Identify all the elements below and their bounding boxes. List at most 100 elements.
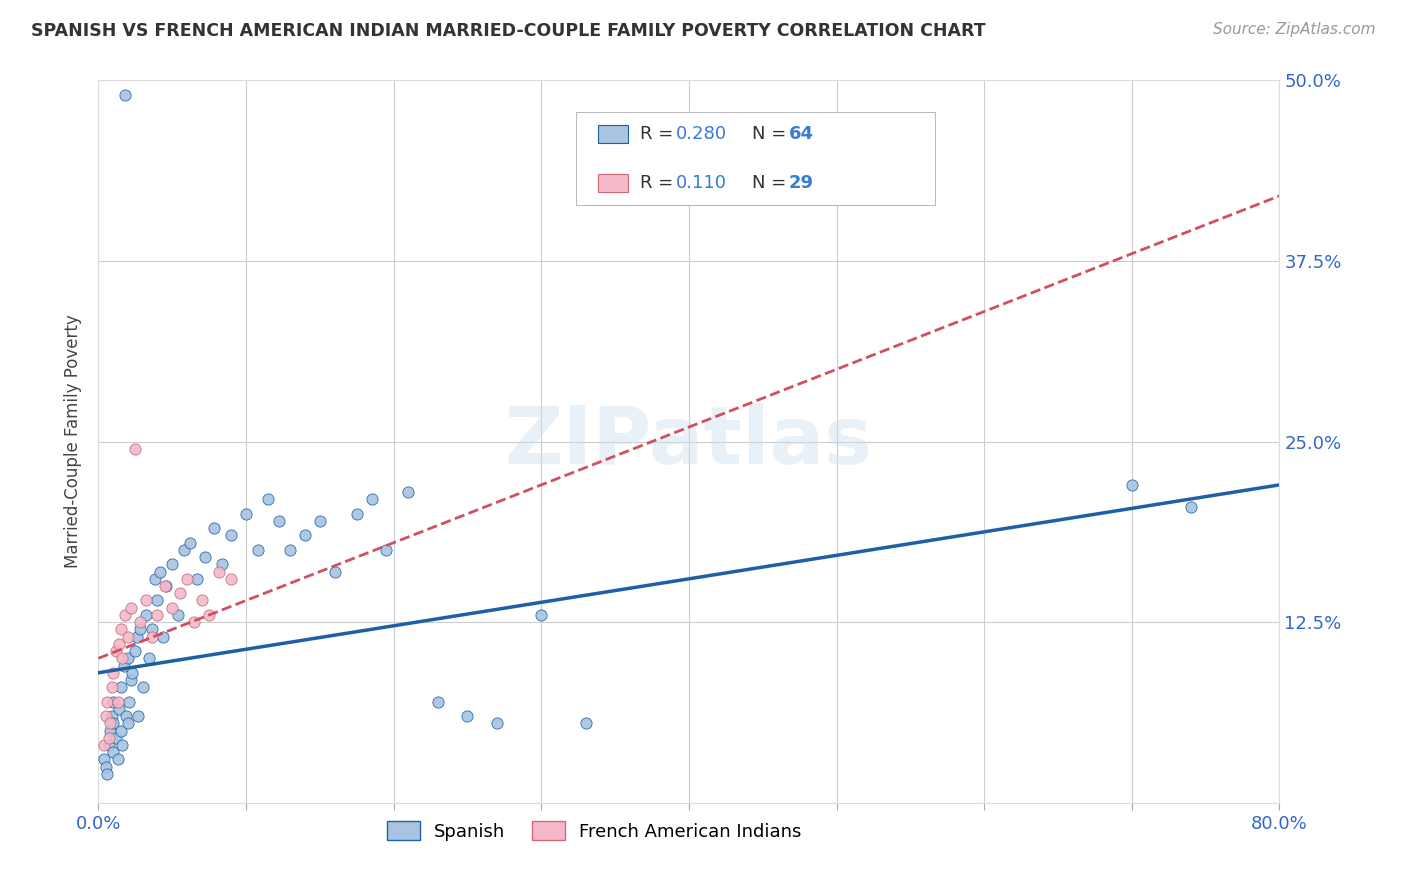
Point (346, 507, 368, 521)
Point (135, 593, 157, 607)
Point (138, 651, 160, 665)
Point (94, 709, 117, 723)
Point (121, 665, 143, 680)
Point (96, 767, 118, 781)
Point (110, 623, 132, 637)
Text: 29: 29 (789, 174, 814, 192)
Text: Source: ZipAtlas.com: Source: ZipAtlas.com (1212, 22, 1375, 37)
Text: 0.280: 0.280 (676, 125, 727, 143)
Point (149, 565, 172, 579)
Point (128, 615, 150, 630)
Point (202, 521, 225, 535)
Point (146, 607, 169, 622)
Point (97, 731, 120, 745)
Point (143, 572, 166, 586)
Point (110, 680, 132, 694)
Text: N =: N = (752, 174, 792, 192)
Point (127, 709, 149, 723)
Point (221, 572, 243, 586)
Point (309, 514, 332, 528)
Point (98, 723, 121, 738)
Point (155, 579, 177, 593)
Point (398, 485, 420, 500)
Point (194, 550, 217, 565)
Point (198, 607, 221, 622)
Point (486, 716, 509, 731)
Point (124, 644, 146, 658)
Point (153, 579, 176, 593)
Point (176, 572, 198, 586)
Point (162, 600, 183, 615)
Point (118, 695, 141, 709)
Point (100, 709, 122, 723)
Point (103, 695, 125, 709)
Point (105, 731, 128, 745)
Point (100, 680, 122, 694)
Point (141, 623, 163, 637)
Point (105, 644, 128, 658)
Point (375, 542, 398, 557)
Point (211, 558, 233, 572)
Point (221, 528, 243, 542)
Point (146, 593, 169, 607)
Point (98, 716, 121, 731)
Point (323, 565, 346, 579)
Point (94, 760, 117, 774)
Point (179, 535, 201, 549)
Point (360, 492, 382, 507)
Point (111, 738, 134, 752)
Point (114, 607, 136, 622)
Point (152, 630, 174, 644)
Point (132, 680, 155, 694)
Point (103, 665, 125, 680)
Point (167, 607, 190, 622)
Point (457, 709, 479, 723)
Point (114, 87, 136, 102)
Point (267, 514, 290, 528)
Point (108, 637, 131, 651)
Point (103, 716, 125, 731)
Point (183, 615, 205, 630)
Text: N =: N = (752, 125, 792, 143)
Point (117, 716, 139, 731)
Point (110, 723, 132, 738)
Point (117, 651, 139, 665)
Text: 64: 64 (789, 125, 814, 143)
Point (235, 507, 257, 521)
Point (112, 658, 135, 673)
Point (128, 623, 150, 637)
Point (1180, 500, 1202, 514)
Point (427, 695, 450, 709)
Point (111, 651, 134, 665)
Point (208, 565, 231, 579)
Point (107, 752, 129, 766)
Point (115, 709, 138, 723)
Point (294, 528, 316, 542)
Text: R =: R = (640, 125, 679, 143)
Point (257, 492, 280, 507)
Text: 0.110: 0.110 (676, 174, 727, 192)
Point (117, 630, 139, 644)
Text: SPANISH VS FRENCH AMERICAN INDIAN MARRIED-COUPLE FAMILY POVERTY CORRELATION CHAR: SPANISH VS FRENCH AMERICAN INDIAN MARRIE… (31, 22, 986, 40)
Legend: Spanish, French American Indians: Spanish, French American Indians (380, 814, 808, 848)
Point (141, 630, 163, 644)
Point (125, 630, 148, 644)
Point (1121, 478, 1143, 492)
Point (108, 702, 131, 716)
Point (120, 673, 142, 687)
Point (162, 558, 183, 572)
Point (246, 542, 269, 557)
Point (93, 752, 115, 766)
Point (96, 695, 118, 709)
Y-axis label: Married-Couple Family Poverty: Married-Couple Family Poverty (65, 315, 83, 568)
Text: R =: R = (640, 174, 679, 192)
Point (135, 607, 157, 622)
Point (575, 716, 598, 731)
Point (93, 738, 115, 752)
Point (280, 542, 302, 557)
Point (120, 600, 142, 615)
Point (107, 695, 129, 709)
Point (97, 738, 120, 752)
Text: ZIPatlas: ZIPatlas (505, 402, 873, 481)
Point (124, 442, 146, 456)
